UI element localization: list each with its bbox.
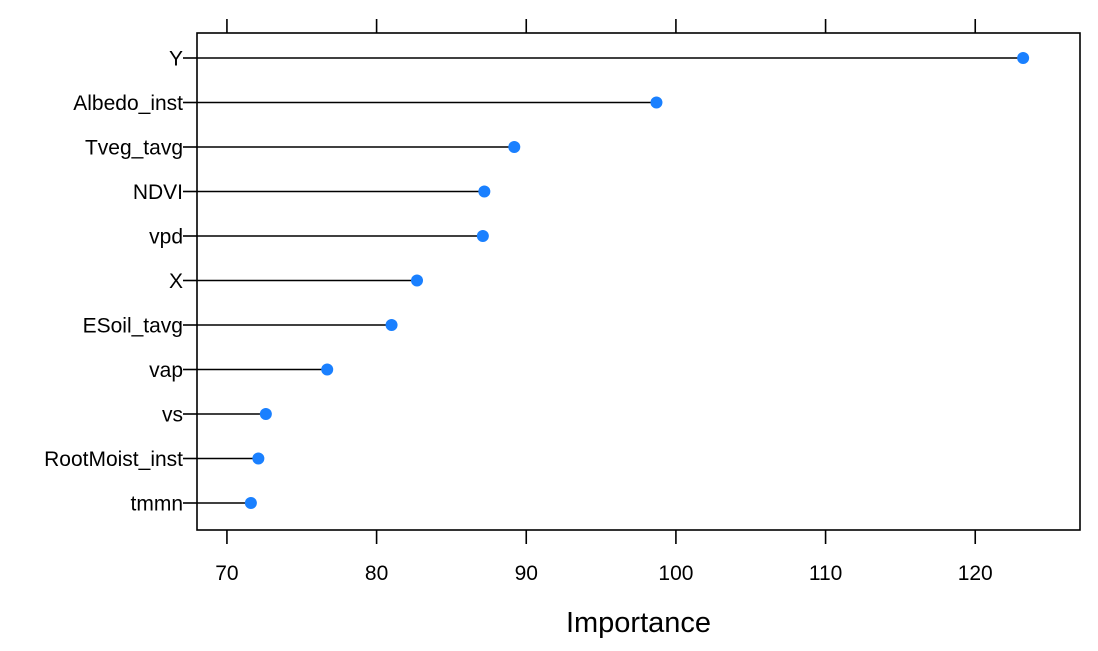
category-label: vap [149,359,183,382]
data-point [476,230,489,242]
category-label: Tveg_tavg [85,137,183,160]
plot-frame [196,32,1081,531]
data-point [385,319,398,331]
bottom-axis-ticks [226,530,977,544]
category-label: RootMoist_inst [44,448,183,471]
dot-stems [197,57,1024,504]
data-point [244,497,257,509]
category-label: tmmn [131,493,184,516]
x-tick-label: 110 [809,562,842,585]
category-label: vpd [149,226,183,249]
data-point [259,408,272,420]
category-label: NDVI [133,181,183,204]
top-axis-ticks [226,19,977,33]
x-tick-label: 90 [515,562,538,585]
data-point [478,185,491,198]
category-label: Y [169,48,183,71]
x-axis-title: Importance [566,607,711,639]
category-label: X [169,270,183,293]
data-point [411,274,424,287]
x-tick-label: 80 [365,562,388,585]
category-label: vs [162,404,183,427]
data-point [508,141,521,153]
x-tick-label: 70 [215,562,238,585]
data-point [321,363,334,376]
data-point [252,452,265,465]
x-tick-label: 100 [658,562,693,585]
category-label: ESoil_tavg [83,315,183,338]
left-axis-ticks [183,57,197,504]
data-point [1017,52,1030,64]
data-point [650,96,663,109]
category-label: Albedo_inst [73,92,183,115]
x-tick-label: 120 [958,562,993,585]
dot-points [244,52,1030,509]
x-tick-labels: 70 80 90 100 110 120 [215,562,993,585]
category-labels: Y Albedo_inst Tveg_tavg NDVI vpd X ESoil_tavgv… [44,48,183,516]
